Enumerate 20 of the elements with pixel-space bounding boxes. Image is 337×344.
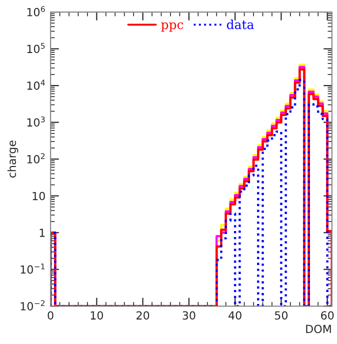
- x-tick-label: 10: [90, 311, 104, 320]
- y-axis-title: charge: [7, 140, 18, 178]
- legend-label: data: [226, 20, 254, 30]
- legend-label: ppc: [161, 22, 184, 32]
- x-tick-label: 50: [274, 311, 288, 320]
- y-tick-label: 10$^{4}$: [27, 80, 45, 90]
- x-tick-label: 30: [182, 311, 196, 320]
- y-tick-label: 10$^{3}$: [27, 116, 45, 127]
- y-tick-label: 10$^{−1}$: [20, 264, 45, 274]
- x-tick-label: 0: [48, 311, 54, 320]
- y-tick-label: 10: [32, 192, 45, 200]
- y-tick-label: 10$^{6}$: [27, 6, 45, 16]
- x-axis-title: DOM: [306, 324, 331, 334]
- y-tick-label: 10$^{−2}$: [20, 300, 45, 310]
- y-tick-label: 10$^{5}$: [27, 43, 45, 54]
- x-tick-label: 60: [321, 311, 334, 320]
- x-tick-label: 20: [136, 311, 150, 320]
- y-tick-label: 1: [40, 228, 45, 237]
- y-tick-label: 10$^{2}$: [27, 153, 45, 164]
- x-tick-label: 40: [228, 311, 242, 320]
